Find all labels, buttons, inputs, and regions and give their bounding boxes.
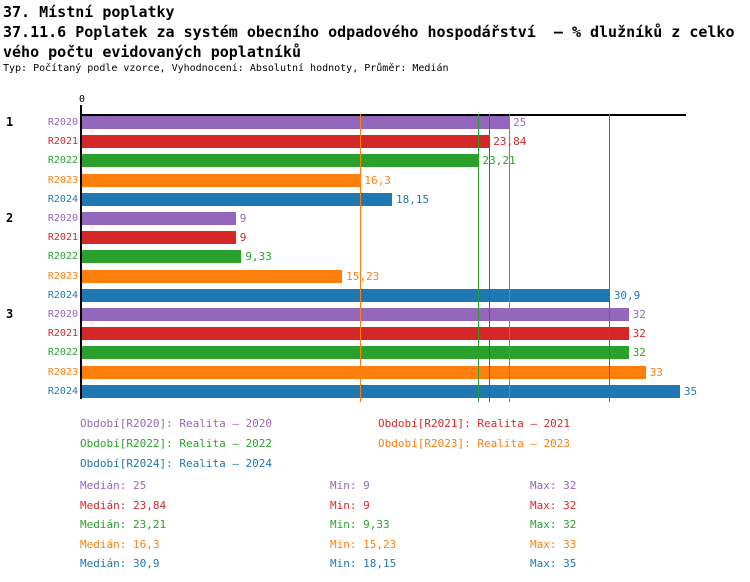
median-line [508, 114, 510, 402]
bar-value-label: 9 [239, 231, 247, 245]
bar [82, 154, 479, 168]
bar-value-label: 9,33 [245, 250, 272, 264]
bar-value-label: 15,23 [346, 269, 380, 283]
stat-min: Min: 9 [330, 498, 370, 512]
row-year-label: R2023 [47, 366, 78, 378]
bar [82, 288, 610, 302]
legend-entry: Období[R2020]: Realita – 2020 [80, 417, 273, 430]
bar-value-label: 16,3 [364, 173, 391, 187]
group-label: 3 [6, 307, 14, 321]
stat-max: Max: 32 [530, 479, 577, 492]
row-year-label: R2020 [47, 309, 78, 320]
bar [82, 269, 343, 283]
bar-value-label: 23,21 [482, 154, 516, 168]
median-line [477, 114, 479, 402]
row-year-label: R2022 [47, 347, 78, 359]
row-year-label: R2024 [47, 385, 78, 397]
bar-value-label: 32 [632, 346, 646, 360]
bar [82, 384, 680, 398]
row-year-label: R2024 [47, 289, 78, 301]
stat-max: Max: 32 [530, 518, 577, 532]
y-axis-line [80, 105, 82, 399]
row-year-label: R2021 [47, 328, 78, 340]
bar-value-label: 23,84 [493, 135, 527, 149]
median-line [488, 114, 490, 402]
row-year-label: R2023 [47, 174, 78, 186]
group-label: 2 [6, 211, 14, 225]
stat-median: Medián: 23,84 [80, 498, 167, 512]
bar-value-label: 18,15 [396, 192, 430, 206]
stat-max: Max: 33 [530, 537, 577, 551]
bar [82, 116, 510, 129]
legend-entry: Období[R2022]: Realita – 2022 [80, 437, 273, 450]
group-label: 1 [6, 115, 14, 129]
bar [82, 327, 629, 341]
stat-median: Medián: 30,9 [80, 557, 160, 571]
x-axis-zero-label: 0 [78, 94, 86, 105]
bar-value-label: 33 [649, 365, 663, 379]
stat-max: Max: 35 [530, 557, 577, 571]
stat-min: Min: 15,23 [330, 537, 397, 551]
bar [82, 173, 361, 187]
bar [82, 365, 646, 379]
bar [82, 212, 236, 225]
row-year-label: R2024 [47, 193, 78, 205]
bar [82, 231, 236, 245]
bar [82, 135, 490, 149]
bar-value-label: 35 [683, 384, 698, 398]
row-year-label: R2022 [47, 251, 78, 263]
bar-value-label: 32 [632, 308, 646, 321]
median-line [609, 114, 611, 402]
legend-entry: Období[R2021]: Realita – 2021 [378, 417, 571, 430]
stat-median: Medián: 23,21 [80, 518, 167, 532]
row-year-label: R2022 [47, 155, 78, 167]
row-year-label: R2021 [47, 136, 78, 148]
bar [82, 250, 242, 264]
stat-min: Min: 18,15 [330, 557, 397, 571]
stat-min: Min: 9,33 [330, 518, 390, 532]
bar-value-label: 32 [632, 327, 646, 341]
bar [82, 346, 629, 360]
stat-min: Min: 9 [330, 479, 370, 492]
bar-value-label: 25 [513, 116, 527, 129]
median-line [359, 114, 361, 402]
page-title: 37. Místní poplatky [3, 3, 175, 21]
bar-value-label: 9 [239, 212, 247, 225]
bar [82, 192, 393, 206]
stat-median: Medián: 16,3 [80, 537, 160, 551]
legend-entry: Období[R2024]: Realita – 2024 [80, 457, 273, 470]
page-subtitle-line1: 37.11.6 Poplatek za systém obecního odpa… [3, 23, 735, 41]
legend-entry: Období[R2023]: Realita – 2023 [378, 437, 571, 450]
page-subtitle-line2: vého počtu evidovaných poplatníků [3, 43, 302, 61]
x-axis-line [82, 114, 686, 116]
row-year-label: R2021 [47, 232, 78, 244]
row-year-label: R2020 [47, 213, 78, 224]
row-year-label: R2023 [47, 270, 78, 282]
stat-median: Medián: 25 [80, 479, 147, 492]
bar [82, 308, 629, 321]
report-meta: Typ: Počítaný podle vzorce, Vyhodnocení:… [3, 63, 449, 74]
stat-max: Max: 32 [530, 498, 577, 512]
row-year-label: R2020 [47, 117, 78, 128]
bar-value-label: 30,9 [613, 288, 641, 302]
